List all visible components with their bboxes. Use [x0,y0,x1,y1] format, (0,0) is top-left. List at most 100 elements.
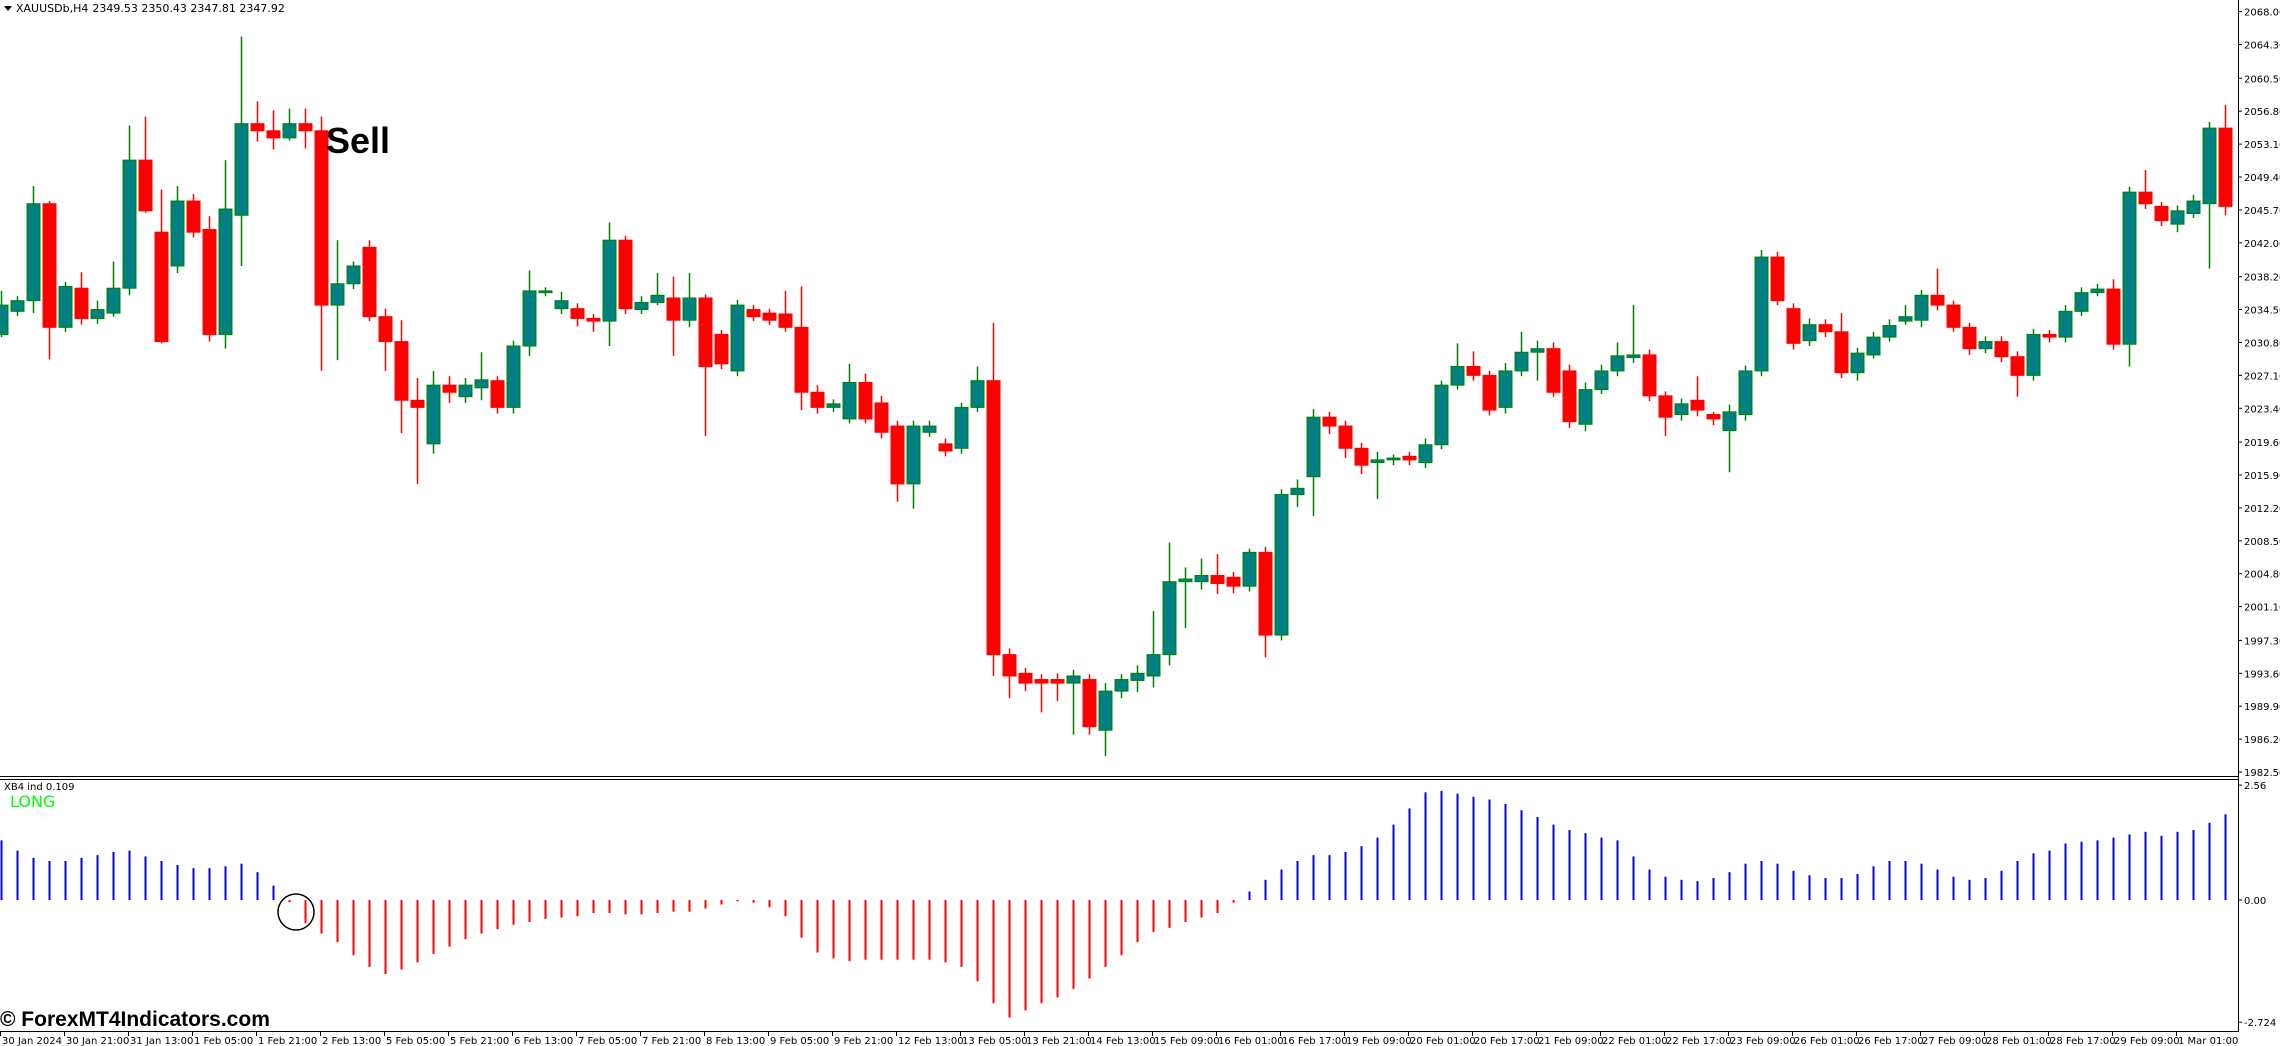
candle-body [394,341,409,401]
price-tick-label: 1986.20 [2244,735,2280,746]
candle-body [1450,365,1465,386]
bearish-candle [570,303,585,327]
indicator-title: XB4 ind 0.109 [4,782,75,793]
bearish-candle [986,322,1001,676]
bearish-candle [778,290,793,332]
candle-body [42,203,57,328]
candle-body [890,425,905,485]
price-tick-label: 1989.90 [2244,702,2280,713]
time-tick-label: 23 Feb 09:00 [1730,1036,1796,1046]
candle-body [1242,551,1257,587]
time-tick-label: 1 Mar 01:00 [2178,1036,2238,1046]
bullish-candle [26,185,41,314]
candle-body [842,381,857,420]
bullish-candle [826,399,841,412]
price-tick-label: 1982.50 [2244,768,2280,779]
time-tick-label: 7 Feb 21:00 [642,1036,701,1046]
bearish-candle [2042,330,2057,343]
candle-body [250,123,265,132]
bullish-candle [2058,305,2073,343]
candle-body [922,425,937,433]
candle-body [874,402,889,433]
candle-body [0,304,9,335]
candle-body [1258,551,1273,636]
candle-body [58,285,73,328]
candle-body [1530,348,1545,353]
bearish-candle [394,320,409,434]
price-tick-label: 2034.50 [2244,306,2280,317]
watermark: © ForexMT4Indicators.com [0,1008,270,1031]
bullish-candle [650,273,665,306]
bearish-candle [1482,370,1497,416]
candle-body [1818,324,1833,333]
bearish-candle [154,189,169,344]
ohlc-readout: 2349.53 2350.43 2347.81 2347.92 [92,2,285,15]
candle-body [1930,294,1945,306]
candle-body [2026,333,2041,376]
price-tick-label: 2053.10 [2244,140,2280,151]
candle-body [1546,348,1561,393]
candle-body [1514,351,1529,372]
bearish-candle [1962,322,1977,355]
bullish-candle [1610,342,1625,377]
candle-body [346,265,361,285]
bearish-candle [1994,336,2009,363]
candle-body [1562,370,1577,423]
candle-body [2074,292,2089,312]
candle-body [1322,416,1337,427]
candle-body [778,313,793,328]
candle-body [2090,288,2105,294]
bullish-candle [218,160,233,349]
bullish-candle [922,420,937,437]
candle-body [1914,294,1929,321]
bullish-candle [106,261,121,317]
bullish-candle [1242,548,1257,592]
candle-body [490,380,505,408]
candle-body [714,333,729,365]
candle-body [2106,288,2121,345]
bullish-candle [1802,318,1817,347]
candle-body [474,379,489,389]
bullish-candle [1162,542,1177,666]
candle-body [458,384,473,398]
bullish-candle [1066,669,1081,735]
candle-body [698,297,713,367]
candle-body [1274,494,1289,636]
price-tick-label: 2012.20 [2244,504,2280,515]
bullish-candle [1578,382,1593,432]
time-tick-label: 6 Feb 13:00 [514,1036,573,1046]
bearish-candle [1546,342,1561,397]
price-tick-label: 2060.50 [2244,74,2280,85]
bearish-candle [42,201,57,360]
candle-body [1354,447,1369,466]
candle-body [2138,191,2153,205]
bearish-candle [362,240,377,322]
bearish-candle [1322,411,1337,435]
price-tick-label: 1993.60 [2244,669,2280,680]
candle-body [266,130,281,139]
bearish-candle [1354,442,1369,475]
bearish-candle [1338,420,1353,459]
axes [0,0,2239,1032]
price-tick-label: 1997.30 [2244,636,2280,647]
bullish-candle [2202,121,2217,269]
time-tick-label: 30 Jan 2024 [2,1036,62,1046]
bullish-candle [2026,329,2041,381]
bearish-candle [2154,201,2169,226]
bullish-candle [1178,567,1193,628]
candle-body [282,123,297,139]
dropdown-triangle-icon[interactable] [4,6,12,11]
candle-body [1098,690,1113,731]
candle-body [1434,384,1449,446]
bearish-candle [1258,547,1273,658]
bearish-candle [714,330,729,370]
candle-body [1626,354,1641,359]
time-tick-label: 2 Feb 13:00 [322,1036,381,1046]
bearish-candle [1050,673,1065,701]
candle-body [1066,675,1081,684]
price-axis-ticks: 2068.00 2064.30 2060.50 2056.80 2053.10 2049.… [2238,8,2280,779]
candle-body [2202,127,2217,205]
price-tick-label: 2045.70 [2244,206,2280,217]
candle-body [810,391,825,408]
